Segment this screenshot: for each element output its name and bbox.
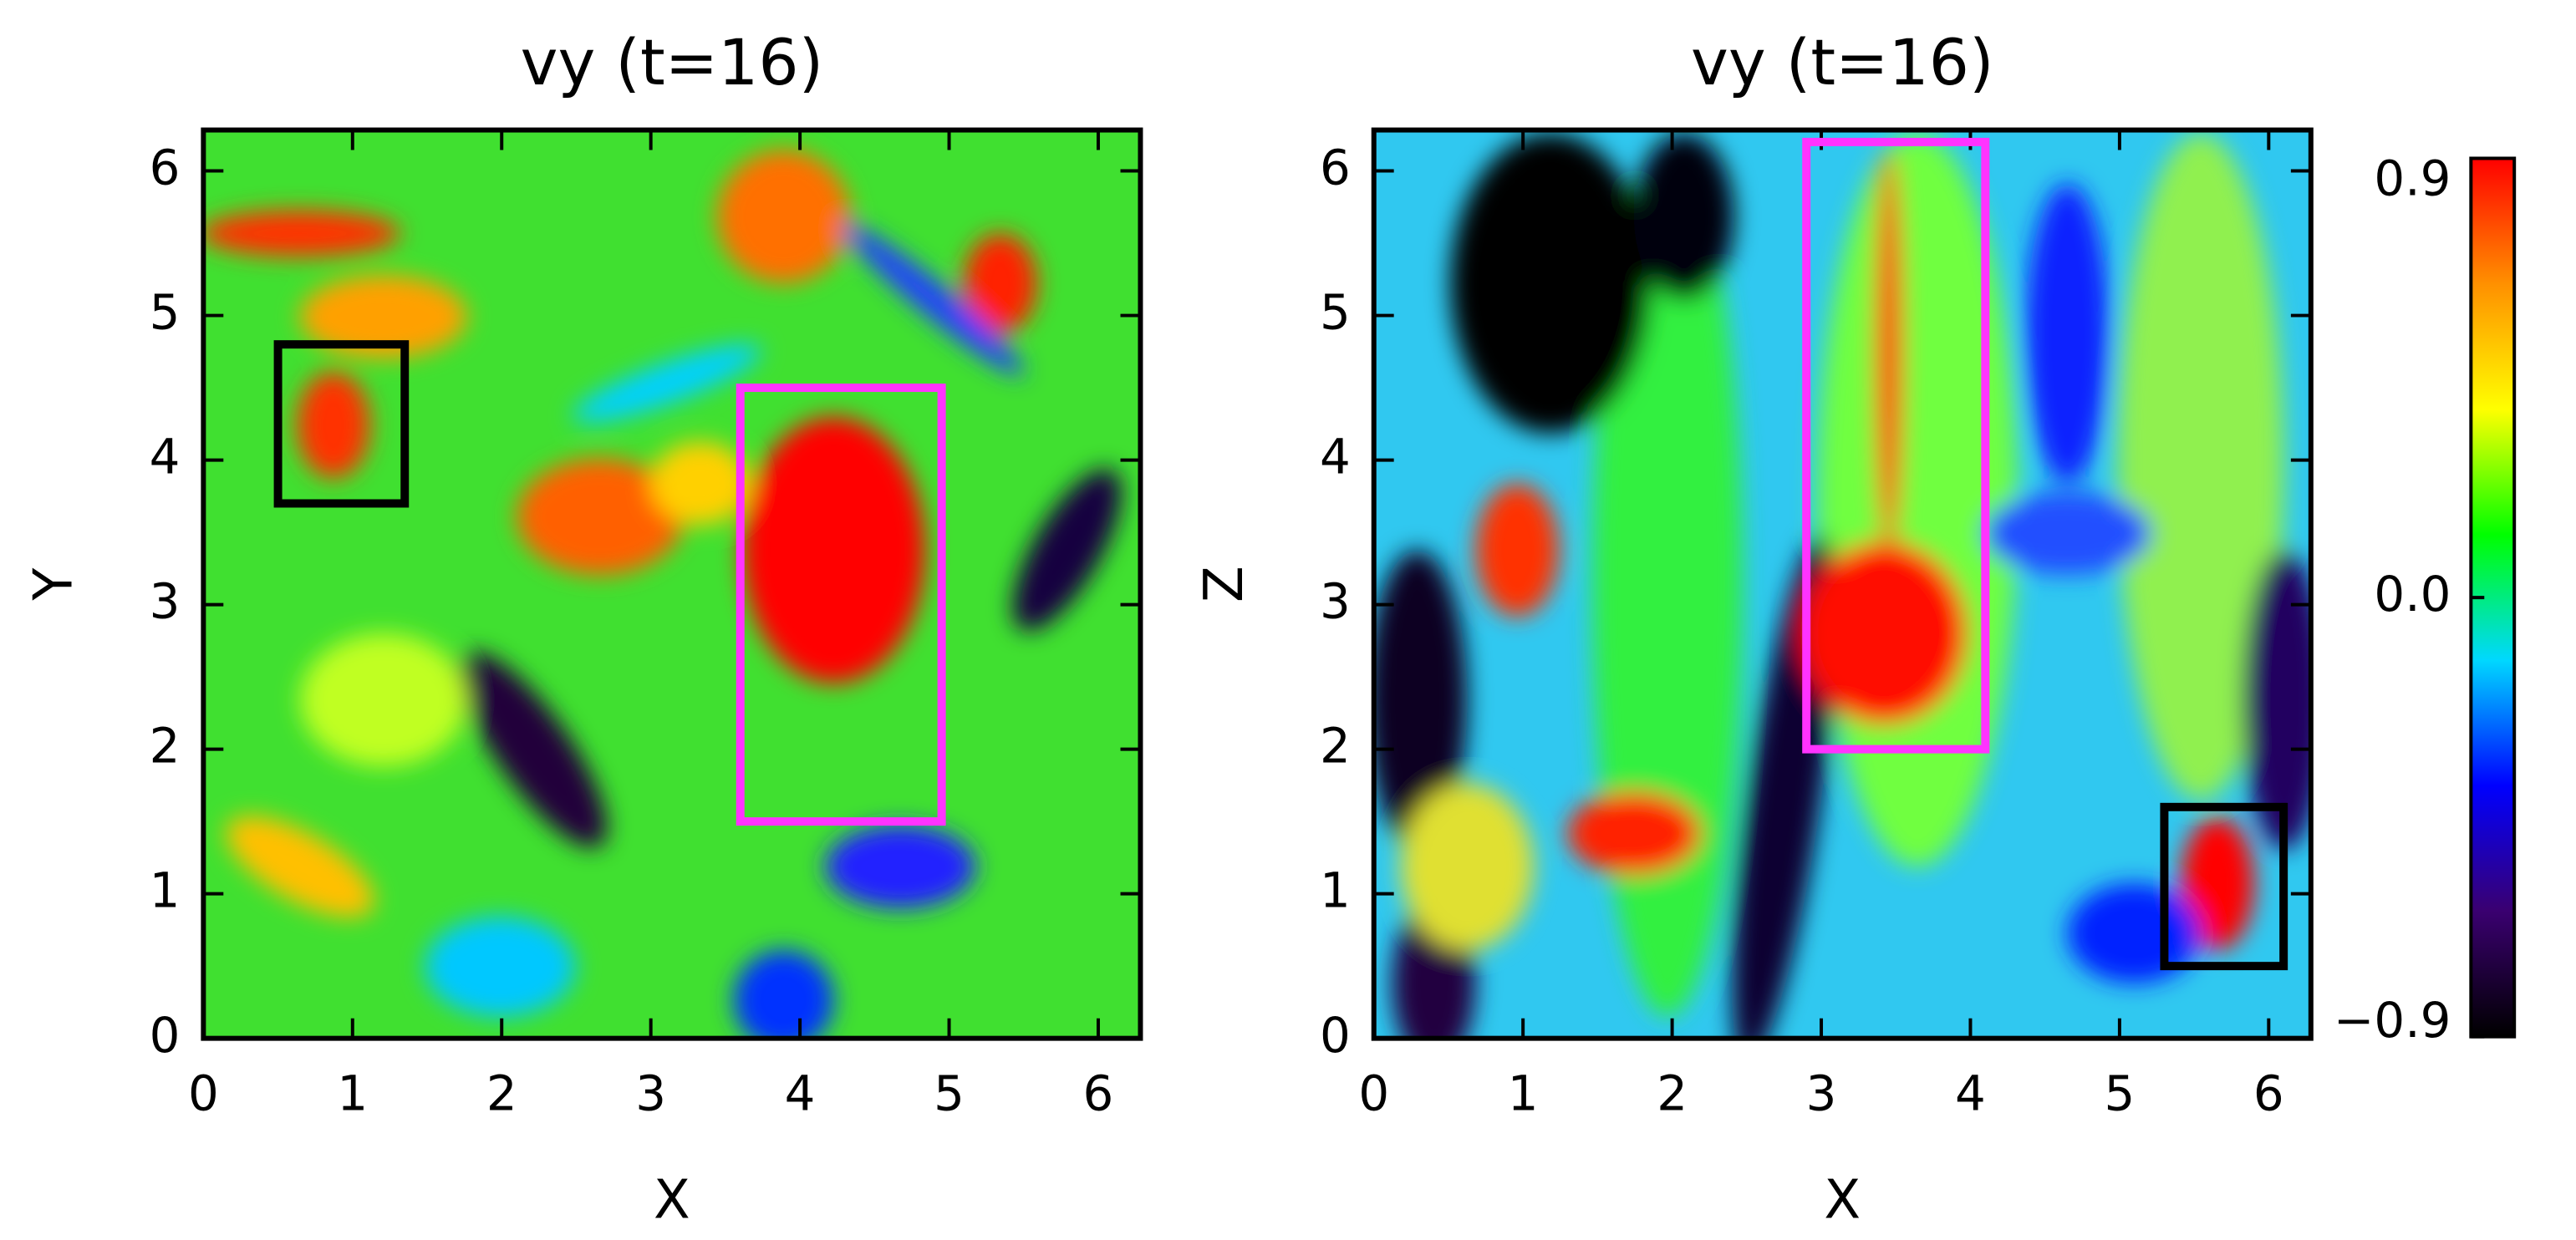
- y-tick-label: 4: [150, 429, 181, 485]
- x-tick-label: 1: [337, 1065, 368, 1122]
- field-left: [203, 130, 1141, 1039]
- y-tick-label: 4: [1320, 429, 1351, 485]
- x-tick-label: 4: [1955, 1065, 1986, 1122]
- colorbar-tick-label: 0.9: [2374, 150, 2451, 207]
- x-tick-label: 4: [785, 1065, 816, 1122]
- x-axis-label: X: [1824, 1170, 1861, 1232]
- field-right: [1373, 130, 2311, 1039]
- region-box: [1802, 137, 1990, 754]
- x-tick-label: 6: [2253, 1065, 2284, 1122]
- y-axis-label: Y: [23, 567, 84, 602]
- x-tick-label: 3: [1806, 1065, 1837, 1122]
- colorbar-tick-label: −0.9: [2334, 992, 2451, 1049]
- x-tick-label: 0: [188, 1065, 219, 1122]
- x-tick-label: 5: [934, 1065, 965, 1122]
- x-tick-label: 5: [2104, 1065, 2135, 1122]
- x-axis-label: X: [654, 1170, 690, 1232]
- x-tick-label: 2: [486, 1065, 517, 1122]
- y-tick-label: 0: [1320, 1007, 1351, 1064]
- chart-title: vy (t=16): [1691, 26, 1994, 99]
- x-tick-label: 6: [1083, 1065, 1114, 1122]
- y-tick-label: 6: [150, 140, 181, 196]
- y-tick-label: 3: [1320, 573, 1351, 630]
- y-tick-label: 6: [1320, 140, 1351, 196]
- x-tick-label: 0: [1358, 1065, 1389, 1122]
- x-tick-label: 3: [635, 1065, 666, 1122]
- y-axis-label: Z: [1194, 566, 1255, 602]
- y-tick-label: 3: [150, 573, 181, 630]
- region-box: [2160, 802, 2288, 971]
- plot-frame: [1371, 127, 2314, 1041]
- region-box: [736, 384, 946, 826]
- y-tick-label: 5: [1320, 284, 1351, 341]
- region-box: [273, 340, 410, 508]
- y-tick-label: 2: [1320, 718, 1351, 775]
- chart-title: vy (t=16): [521, 26, 824, 99]
- x-tick-label: 2: [1657, 1065, 1688, 1122]
- y-tick-label: 5: [150, 284, 181, 341]
- colorbar-tick-label: 0.0: [2374, 566, 2451, 623]
- x-tick-label: 1: [1508, 1065, 1539, 1122]
- y-tick-label: 1: [1320, 862, 1351, 919]
- plot-frame: [201, 127, 1143, 1041]
- y-tick-label: 2: [150, 718, 181, 775]
- y-tick-label: 0: [150, 1007, 181, 1064]
- y-tick-label: 1: [150, 862, 181, 919]
